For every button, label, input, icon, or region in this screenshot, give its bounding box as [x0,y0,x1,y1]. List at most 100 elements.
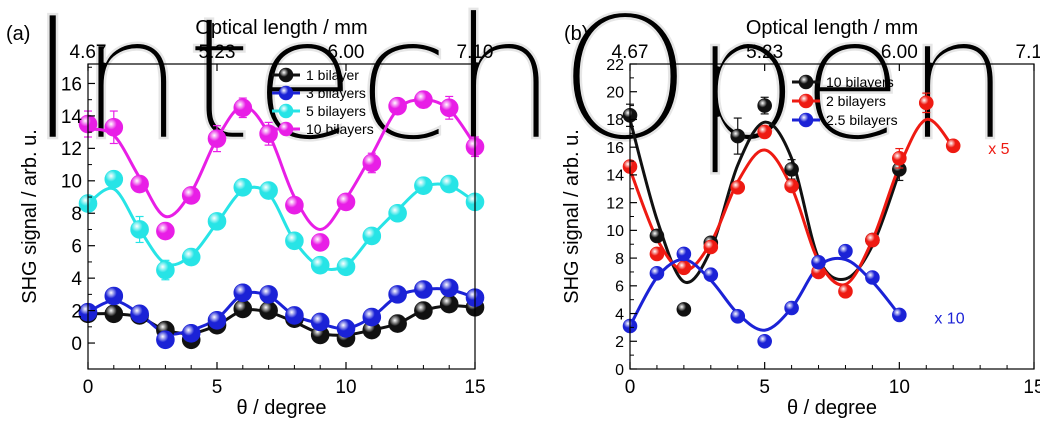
legend-label: 2.5 bilayers [826,112,898,128]
top-tick-label: 7.10 [1016,42,1040,63]
fit-curve-cyan [87,182,476,271]
legend-label: 2 bilayers [826,93,886,109]
watermark-logo: IntechOpen [28,0,1012,179]
data-point-red [945,138,961,154]
x-tick-label: 5 [759,377,770,398]
legend-marker-cyan [278,103,294,119]
y-tick-label: 4 [615,306,624,323]
data-point-cyan [259,181,278,200]
top-tick-label: 6.00 [328,42,365,63]
data-point-blue [310,312,330,332]
data-point-blue [414,280,433,299]
data-point-cyan [207,212,227,231]
data-point-black [730,128,746,144]
data-point-blue [649,266,665,281]
data-point-cyan [181,247,201,267]
x-tick-label: 10 [335,377,356,398]
data-point-blue [233,283,253,303]
y-tick-label: 6 [71,237,82,258]
top-tick-label: 4.67 [612,42,649,63]
legend-marker-black [798,74,814,90]
x-tick-label: 0 [625,377,636,398]
data-point-blue [285,306,304,325]
legend-label: 3 bilayers [306,85,366,101]
y-tick-label: 10 [606,223,624,240]
data-point-magenta [156,221,175,241]
data-point-cyan [156,260,175,280]
data-point-red [676,260,692,276]
y-tick-label: 20 [606,84,624,101]
data-point-cyan [336,257,356,277]
data-point-magenta [104,117,124,137]
data-point-black [757,98,772,113]
top-tick-label: 6.00 [881,42,918,63]
data-point-black [388,314,407,333]
data-point-magenta [259,124,278,144]
data-point-magenta [310,233,330,252]
x-tick-label: 0 [83,377,94,398]
top-tick-label: 7.10 [457,42,494,63]
fit-curve-blue [628,256,901,332]
x-tick-label: 5 [212,377,223,398]
data-point-red [757,124,772,140]
legend-label: 1 bilayer [306,67,359,83]
data-point-blue [388,285,407,304]
data-point-cyan [285,231,304,251]
data-point-blue [104,286,124,306]
fit-curve-blue [87,287,476,336]
top-axis-title: Optical length / mm [195,17,367,39]
legend-label: 10 bilayers [826,74,894,90]
data-point-red [892,150,907,166]
data-point-red [918,95,934,111]
x-axis-title: θ / degree [236,397,326,419]
data-point-cyan [362,226,382,246]
data-point-blue [784,300,799,316]
data-point-cyan [439,174,459,194]
legend-marker-magenta [278,121,294,137]
data-point-cyan [310,255,330,275]
data-point-red [865,232,880,248]
data-point-blue [865,270,880,285]
data-point-black [104,304,124,324]
y-tick-label: 2 [615,334,624,351]
data-point-cyan [130,220,149,239]
data-point-cyan [104,169,124,189]
y-tick-label: 14 [61,107,83,128]
y-tick-label: 14 [606,168,624,185]
data-point-black [676,302,692,317]
data-point-cyan [233,177,253,197]
x-tick-label: 10 [889,377,910,398]
data-point-magenta [130,174,149,194]
legend-label: 5 bilayers [306,103,366,119]
data-point-red [730,180,746,195]
y-tick-label: 0 [615,362,624,379]
data-point-blue [181,324,201,343]
plot-frame [87,63,476,370]
data-point-black [439,294,459,314]
y-tick-label: 12 [606,195,624,212]
y-tick-label: 22 [606,57,624,74]
data-point-black [233,299,253,319]
data-point-magenta [285,195,304,215]
data-point-cyan [414,176,433,195]
data-point-magenta [388,96,407,116]
data-point-blue [676,246,692,262]
data-point-blue [336,319,356,338]
data-point-blue [130,304,149,324]
data-point-blue [757,333,772,349]
legend-marker-blue [798,112,814,128]
data-point-black [784,162,799,177]
y-tick-label: 8 [71,204,82,225]
data-point-red [838,284,853,299]
data-point-magenta [439,98,459,118]
fit-curve-magenta [87,98,477,232]
legend-label: 10 bilayers [306,121,374,137]
y-axis-title: SHG signal / arb. u. [19,129,41,304]
annotation-label: x 10 [934,310,964,327]
data-point-blue [439,278,459,298]
data-point-magenta [181,186,201,205]
data-point-blue [892,307,907,323]
data-point-red [703,239,719,255]
legend-marker-blue [278,85,294,101]
data-point-red [649,246,665,262]
